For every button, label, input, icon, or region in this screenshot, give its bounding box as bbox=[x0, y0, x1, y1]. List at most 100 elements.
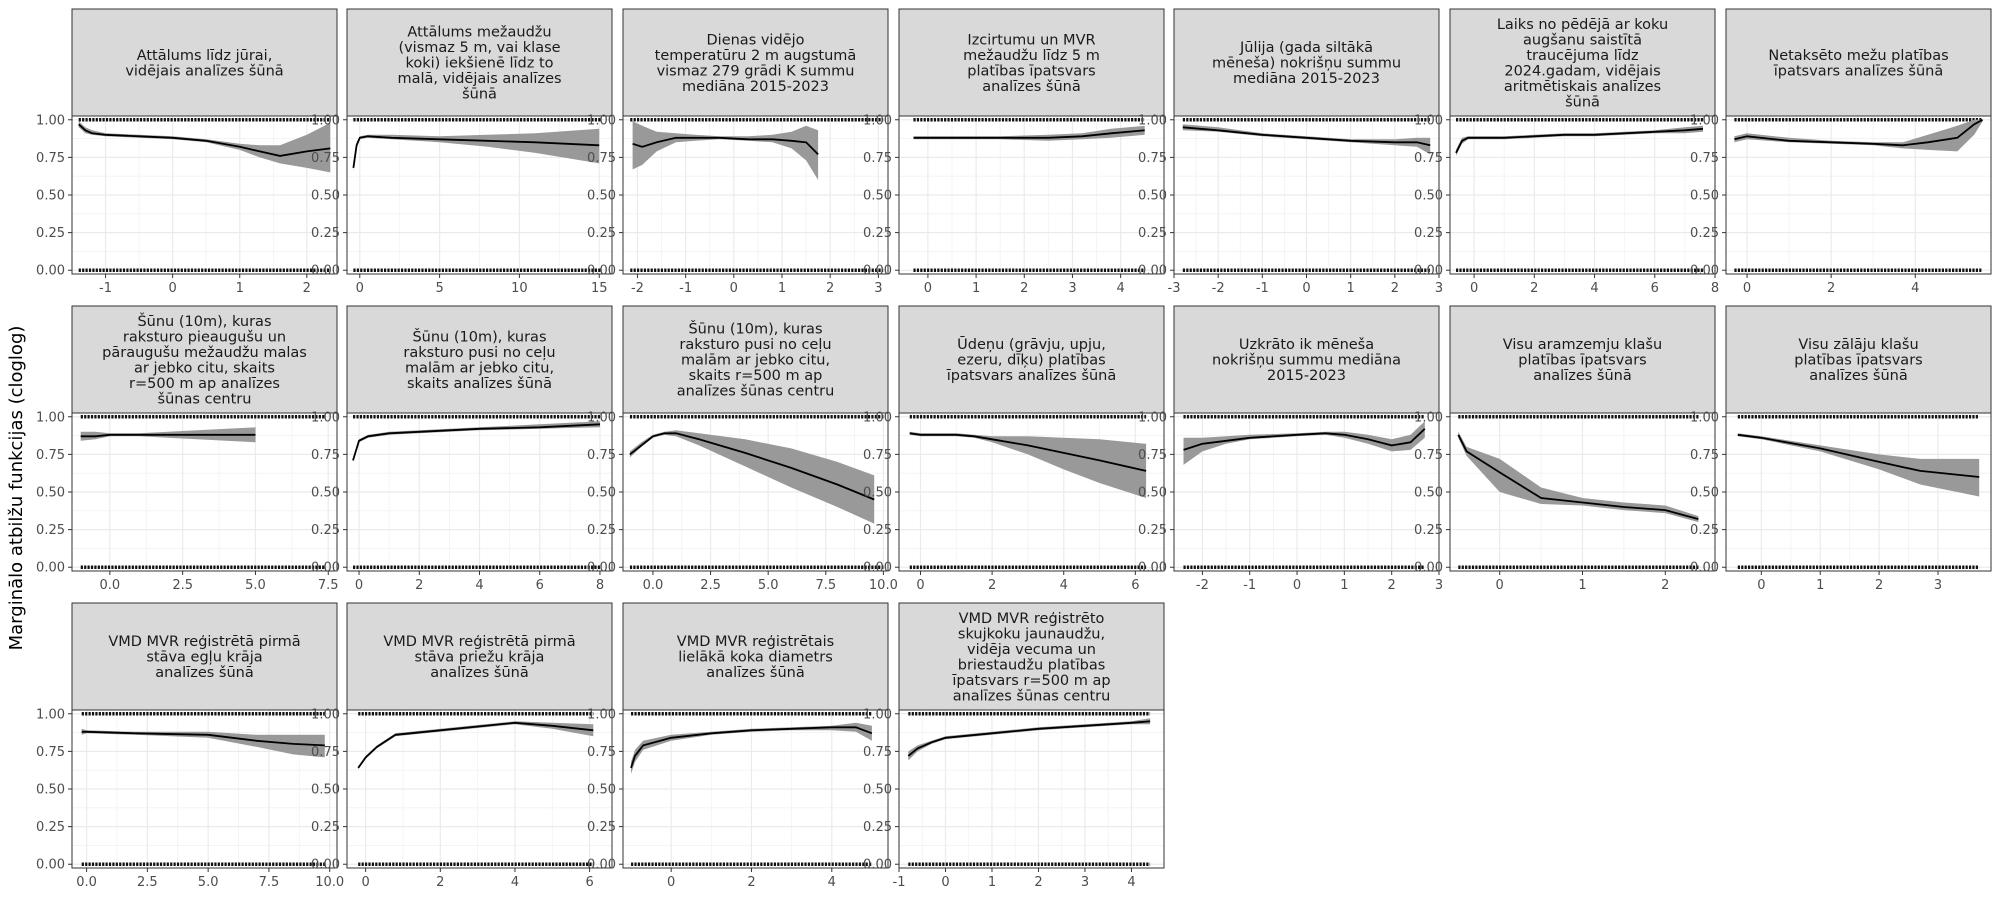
x-tick-label: 15 bbox=[591, 281, 608, 296]
x-tick-label: 2 bbox=[303, 281, 311, 296]
x-tick-label: 0 bbox=[916, 578, 924, 593]
y-tick-label: 0.00 bbox=[587, 264, 616, 279]
x-tick-label: 2 bbox=[1034, 875, 1042, 890]
x-tick-label: 0 bbox=[730, 281, 738, 296]
strip-title-line: īpatsvars analīzes šūnā bbox=[946, 368, 1116, 384]
x-tick-label: 8 bbox=[1711, 281, 1719, 296]
x-tick-label: 10.0 bbox=[315, 875, 344, 890]
response-line bbox=[80, 433, 256, 438]
y-tick-label: 1.00 bbox=[1414, 113, 1443, 128]
y-tick-label: 0.00 bbox=[1138, 561, 1167, 576]
response-line bbox=[632, 136, 819, 156]
panel-p2: Attālums mežaudžu(vismaz 5 m, vai klasek… bbox=[311, 8, 613, 296]
x-tick-label: 4 bbox=[1911, 281, 1919, 296]
x-tick-label: -1 bbox=[99, 281, 112, 296]
strip-title-line: Šūnu (10m), kuras bbox=[137, 312, 271, 330]
x-tick-label: 4 bbox=[475, 578, 483, 593]
x-tick-label: 0 bbox=[355, 578, 363, 593]
y-tick-label: 0.00 bbox=[36, 264, 65, 279]
x-tick-label: 0 bbox=[1302, 281, 1310, 296]
strip-bg bbox=[71, 8, 338, 117]
strip-title-line: malā, vidējais analīzes bbox=[397, 71, 561, 87]
x-tick-label: 2 bbox=[1388, 578, 1396, 593]
strip-title-line: malām ar jebko citu, bbox=[405, 360, 554, 376]
y-tick-label: 0.50 bbox=[1414, 486, 1443, 501]
y-tick-label: 0.00 bbox=[1690, 264, 1719, 279]
strip-title-line: Laiks no pēdējā ar koku bbox=[1497, 17, 1668, 33]
strip-title-line: šūnā bbox=[1565, 94, 1600, 110]
strip-title-line: Attālums līdz jūrai, bbox=[137, 48, 273, 64]
x-tick-label: 4 bbox=[511, 875, 519, 890]
y-tick-label: 0.00 bbox=[587, 858, 616, 873]
x-tick-label: -1 bbox=[679, 281, 692, 296]
y-tick-label: 1.00 bbox=[1414, 410, 1443, 425]
x-tick-label: 1 bbox=[1347, 281, 1355, 296]
y-tick-label: 1.00 bbox=[311, 410, 340, 425]
strip-title-line: īpatsvars analīzes šūnā bbox=[1773, 63, 1943, 79]
strip-title-line: skaits analīzes šūnā bbox=[407, 376, 552, 392]
y-tick-label: 1.00 bbox=[36, 707, 65, 722]
x-tick-label: 2 bbox=[436, 875, 444, 890]
y-tick-label: 0.50 bbox=[587, 189, 616, 204]
strip-title-line: analīzes šūnas centru bbox=[953, 688, 1111, 704]
x-tick-label: 3 bbox=[1081, 875, 1089, 890]
x-tick-label: 2 bbox=[1020, 281, 1028, 296]
response-line bbox=[907, 720, 1151, 757]
strip-bg bbox=[898, 8, 1165, 117]
y-tick-label: 0.25 bbox=[311, 820, 340, 835]
y-tick-label: 0.50 bbox=[587, 486, 616, 501]
strip-title-line: koki) iekšienē līdz to bbox=[405, 56, 553, 72]
y-tick-label: 0.50 bbox=[1414, 189, 1443, 204]
x-tick-label: 4 bbox=[1116, 281, 1124, 296]
strip-title-line: raksturo pusi no ceļu bbox=[679, 337, 831, 353]
y-tick-label: 0.25 bbox=[311, 226, 340, 241]
strip-title-line: Šūnu (10m), kuras bbox=[412, 327, 546, 345]
strip-title-line: raksturo pieaugušu un bbox=[123, 329, 286, 345]
y-tick-label: 0.25 bbox=[311, 523, 340, 538]
confidence-band bbox=[1182, 124, 1431, 155]
strip-title-line: analīzes šūnā bbox=[155, 665, 254, 681]
strip-title-line: mediāna 2015-2023 bbox=[1233, 71, 1380, 87]
strip-bg bbox=[898, 602, 1165, 711]
x-tick-label: 8 bbox=[596, 578, 604, 593]
y-tick-label: 0.50 bbox=[587, 783, 616, 798]
y-tick-label: 1.00 bbox=[863, 707, 892, 722]
y-tick-label: 0.25 bbox=[36, 523, 65, 538]
response-line bbox=[78, 123, 331, 157]
strip-title-line: (vismaz 5 m, vai klase bbox=[398, 40, 560, 56]
y-tick-label: 0.00 bbox=[311, 264, 340, 279]
y-tick-label: 0.00 bbox=[1138, 264, 1167, 279]
x-tick-label: 3 bbox=[1435, 281, 1443, 296]
y-tick-label: 0.00 bbox=[36, 561, 65, 576]
y-tick-label: 1.00 bbox=[1690, 410, 1719, 425]
y-tick-label: 0.25 bbox=[1690, 523, 1719, 538]
y-tick-label: 0.00 bbox=[36, 858, 65, 873]
x-tick-label: -2 bbox=[1212, 281, 1225, 296]
strip-title-line: vidēja vecuma un bbox=[967, 642, 1096, 658]
response-line bbox=[1182, 126, 1431, 147]
response-line bbox=[81, 730, 325, 747]
y-tick-label: 0.50 bbox=[1690, 486, 1719, 501]
strip-title-line: nokrišņu summu mediāna bbox=[1212, 353, 1401, 369]
response-line bbox=[1734, 119, 1984, 147]
y-tick-label: 0.25 bbox=[36, 820, 65, 835]
strip-title-line: pāraugušu mežaudžu malas bbox=[102, 345, 307, 361]
x-tick-label: 7.5 bbox=[318, 578, 339, 593]
x-tick-label: 6 bbox=[536, 578, 544, 593]
x-tick-label: 1 bbox=[972, 281, 980, 296]
x-tick-label: 0 bbox=[1293, 578, 1301, 593]
y-tick-label: 0.00 bbox=[863, 858, 892, 873]
y-tick-label: 0.25 bbox=[587, 523, 616, 538]
strip-title-line: skujkoku jaunaudžu, bbox=[958, 626, 1105, 642]
y-axis-label: Marginālo atbilžu funkcijas (cloglog) bbox=[6, 326, 27, 651]
y-tick-label: 0.00 bbox=[587, 561, 616, 576]
x-tick-label: -1 bbox=[1243, 578, 1256, 593]
strip-title-line: stāva priežu krāja bbox=[415, 650, 545, 666]
